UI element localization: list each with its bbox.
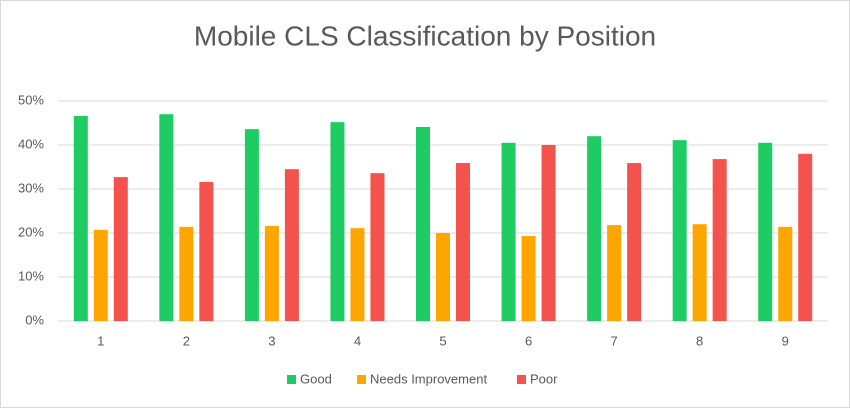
x-tick-label: 5 <box>439 333 446 348</box>
bar <box>93 229 108 321</box>
bar <box>712 159 727 321</box>
bar <box>284 169 299 321</box>
bar <box>521 236 536 321</box>
bar <box>501 142 516 321</box>
legend-label: Poor <box>530 371 558 386</box>
bar <box>456 163 470 321</box>
bar <box>672 140 687 321</box>
bar <box>416 126 430 322</box>
bar <box>179 226 194 321</box>
bar <box>587 136 602 321</box>
x-tick-label: 4 <box>354 333 361 348</box>
legend-swatch <box>287 375 296 384</box>
bar <box>798 153 813 321</box>
y-tick-label: 20% <box>18 224 44 239</box>
x-tick-label: 6 <box>525 333 532 348</box>
bar <box>758 142 773 321</box>
x-tick-label: 2 <box>183 333 190 348</box>
bar <box>692 224 707 321</box>
x-tick-label: 8 <box>696 333 703 348</box>
bar <box>113 177 128 321</box>
legend-label: Good <box>300 371 332 386</box>
bar <box>778 226 793 321</box>
chart-title: Mobile CLS Classification by Position <box>194 20 656 51</box>
y-tick-label: 10% <box>18 268 44 283</box>
bar <box>607 225 622 321</box>
y-tick-label: 40% <box>18 136 44 151</box>
x-tick-label: 1 <box>97 333 104 348</box>
bar <box>330 122 345 322</box>
legend-swatch <box>357 375 366 384</box>
y-tick-label: 30% <box>18 180 44 195</box>
bar <box>627 163 642 321</box>
bar <box>436 233 450 321</box>
bar <box>370 173 385 321</box>
x-tick-label: 9 <box>782 333 789 348</box>
x-tick-label: 3 <box>268 333 275 348</box>
bar <box>264 225 279 321</box>
y-tick-label: 50% <box>18 92 44 107</box>
y-tick-label: 0% <box>25 312 44 327</box>
bar <box>199 181 214 321</box>
legend-label: Needs Improvement <box>370 371 487 386</box>
x-tick-label: 7 <box>610 333 617 348</box>
bar <box>73 115 88 322</box>
bar <box>244 129 259 321</box>
legend-swatch <box>517 375 526 384</box>
bar <box>350 228 365 321</box>
bar <box>159 114 174 321</box>
bar <box>541 145 556 321</box>
